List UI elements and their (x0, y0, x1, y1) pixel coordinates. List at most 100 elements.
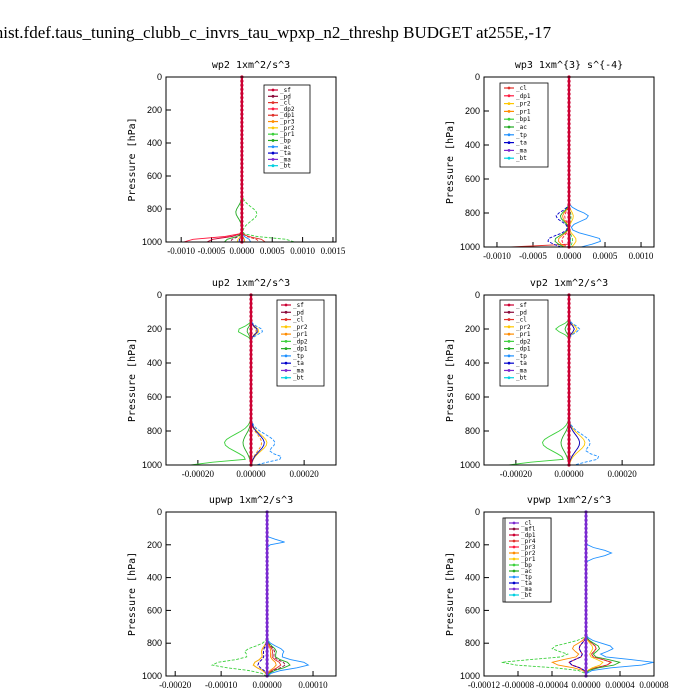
profile-marker (567, 105, 571, 109)
profile-marker (249, 412, 253, 416)
profile-marker (265, 600, 269, 604)
profile-marker (567, 79, 571, 83)
profile-marker (240, 79, 244, 83)
profile-marker (265, 535, 269, 539)
y-tick-label: 1000 (460, 242, 480, 252)
profile-marker (240, 108, 244, 112)
legend-marker (507, 141, 511, 145)
legend-label: _pr2 (516, 324, 531, 331)
profile-marker (265, 608, 269, 613)
legend-marker (284, 325, 288, 329)
profile-marker (584, 539, 588, 543)
profile-marker (240, 232, 244, 236)
profile-marker (265, 588, 269, 592)
profile-marker (240, 166, 244, 170)
profile-marker (584, 612, 588, 617)
legend-label: _tp (516, 353, 527, 360)
profile-marker (249, 403, 253, 408)
profile-marker (584, 645, 588, 649)
profile-marker (584, 662, 588, 666)
legend-marker (507, 339, 511, 343)
y-tick-label: 0 (475, 290, 480, 300)
profile-marker (567, 344, 571, 348)
panel-title: vp2 1xm^2/s^3 (530, 278, 608, 289)
series-line (568, 512, 587, 677)
profile-marker (584, 641, 588, 645)
series-line (568, 295, 600, 466)
profile-marker (265, 653, 269, 658)
y-tick-label: 400 (465, 140, 480, 150)
y-tick-label: 800 (147, 204, 162, 214)
x-tick-label: -0.0005 (198, 246, 226, 256)
legend-marker (507, 325, 511, 329)
legend-label: _pr3 (280, 119, 295, 126)
profile-marker (240, 236, 244, 240)
legend-label: _pr1 (293, 331, 308, 338)
legend-marker (271, 145, 275, 149)
profile-marker (265, 514, 269, 518)
legend-marker (507, 369, 511, 372)
legend-marker (507, 332, 511, 336)
profile-marker (265, 539, 269, 543)
profile-marker (584, 629, 588, 633)
legend-label: _dp1 (516, 346, 531, 353)
legend-marker (284, 361, 288, 365)
legend-label: _pd (280, 93, 291, 100)
legend-label: _dp2 (280, 106, 295, 113)
y-tick-label: 0 (475, 72, 480, 82)
profile-marker (567, 190, 571, 194)
profile-marker (265, 522, 269, 526)
legend-marker (284, 354, 288, 358)
y-tick-label: 200 (147, 324, 162, 334)
legend-marker (507, 376, 511, 380)
profile-marker (249, 314, 253, 318)
profile-marker (249, 446, 253, 450)
profile-marker (265, 625, 269, 629)
profile-marker (567, 109, 571, 113)
legend-marker (507, 102, 511, 105)
profile-marker (567, 340, 571, 344)
profile-marker (265, 518, 269, 522)
profile-marker (249, 450, 253, 454)
profile-marker (249, 297, 253, 301)
y-tick-label: 200 (465, 106, 480, 116)
profile-marker (249, 352, 253, 357)
profile-marker (567, 395, 571, 399)
legend-marker (507, 110, 511, 113)
profile-marker (567, 126, 571, 130)
legend-marker (284, 310, 288, 314)
profile-marker (567, 100, 571, 105)
profile-marker (265, 567, 269, 572)
x-tick-label: 0.0015 (321, 246, 346, 256)
x-tick-label: 0.00000 (571, 680, 601, 690)
x-tick-label: 0.00004 (605, 680, 635, 690)
legend-marker (507, 86, 511, 90)
profile-marker (249, 310, 253, 314)
profile-marker (240, 145, 244, 149)
profile-marker (265, 580, 269, 584)
profile-marker (567, 83, 571, 88)
legend-label: _cl (280, 100, 291, 107)
profile-marker (240, 96, 244, 100)
profile-marker (265, 633, 269, 637)
legend-marker (271, 151, 275, 155)
y-tick-label: 0 (157, 507, 162, 517)
x-tick-label: 0.00008 (639, 680, 669, 690)
profile-marker (584, 535, 588, 539)
profile-marker (567, 224, 571, 228)
chart-panel: upwp 1xm^2/s^3 Pressure [hPa] 0 200 400 600 80… (127, 495, 552, 690)
legend-label: _dp1 (521, 532, 536, 539)
legend-marker (271, 101, 275, 105)
x-tick-label: -0.00004 (536, 680, 569, 690)
profile-marker (567, 386, 571, 391)
profile-marker (567, 459, 571, 463)
legend-marker (507, 303, 511, 307)
y-tick-label: 400 (465, 573, 480, 583)
profile-marker (249, 420, 253, 425)
profile-marker (584, 518, 588, 522)
legend-marker (507, 361, 511, 365)
profile-marker (584, 670, 588, 674)
profile-marker (567, 310, 571, 314)
y-tick-label: 1000 (142, 237, 162, 247)
series-line (241, 77, 260, 243)
